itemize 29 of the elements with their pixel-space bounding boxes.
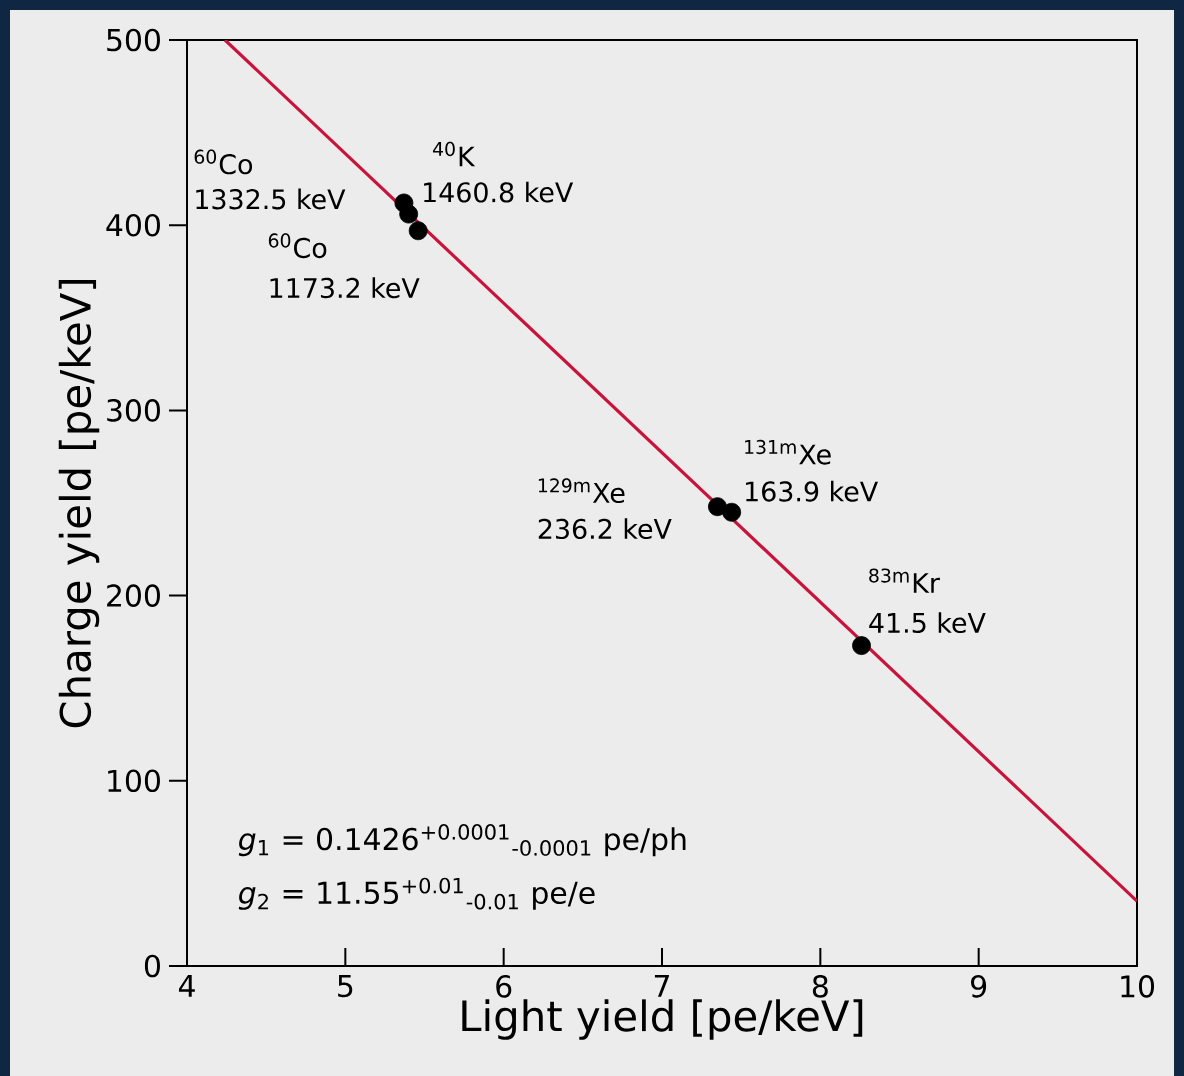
- x-tick-label: 5: [338, 975, 353, 998]
- annotation: $^{60}$Co: [194, 149, 253, 175]
- y-tick-label: 500: [107, 28, 160, 52]
- annotation: $^{131m}$Xe: [745, 439, 831, 465]
- y-tick-label: 0: [144, 954, 160, 978]
- annotation: $^{83m}$Kr: [869, 568, 940, 593]
- annotation: 41.5 keV: [869, 612, 986, 634]
- y-tick-label: 300: [107, 399, 160, 422]
- x-tick-label: 10: [1121, 975, 1155, 998]
- annotation: 1332.5 keV: [196, 188, 346, 210]
- annotation: $^{60}$Co: [268, 233, 327, 259]
- annotation: 236.2 keV: [538, 518, 672, 540]
- x-tick-label: 7: [654, 975, 669, 997]
- y-tick-label: 100: [108, 769, 160, 793]
- annotation: $^{129m}$Xe: [538, 478, 625, 504]
- annotation: $^{40}$K: [432, 141, 476, 167]
- annotation: 1460.8 keV: [424, 181, 574, 203]
- x-tick-label: 4: [178, 975, 195, 997]
- annotation: g$_{2}$ = 11.55$^{+0.01}$$_{-0.01}$ pe/e: [238, 877, 595, 910]
- x-tick-label: 6: [496, 975, 512, 998]
- annotation: 163.9 keV: [746, 480, 878, 502]
- y-tick-label: 400: [106, 213, 160, 237]
- annotation: 1173.2 keV: [270, 277, 420, 299]
- y-axis-title: Charge yield [pe/keV]: [58, 279, 100, 728]
- annotation: g$_{1}$ = 0.1426$^{+0.0001}$$_{-0.0001}$ pe/ph: [238, 823, 686, 857]
- x-tick-label: 8: [812, 975, 828, 998]
- y-tick-label: 200: [107, 584, 160, 607]
- x-tick-label: 9: [971, 975, 987, 998]
- x-axis-title: Light yield [pe/keV]: [462, 999, 863, 1040]
